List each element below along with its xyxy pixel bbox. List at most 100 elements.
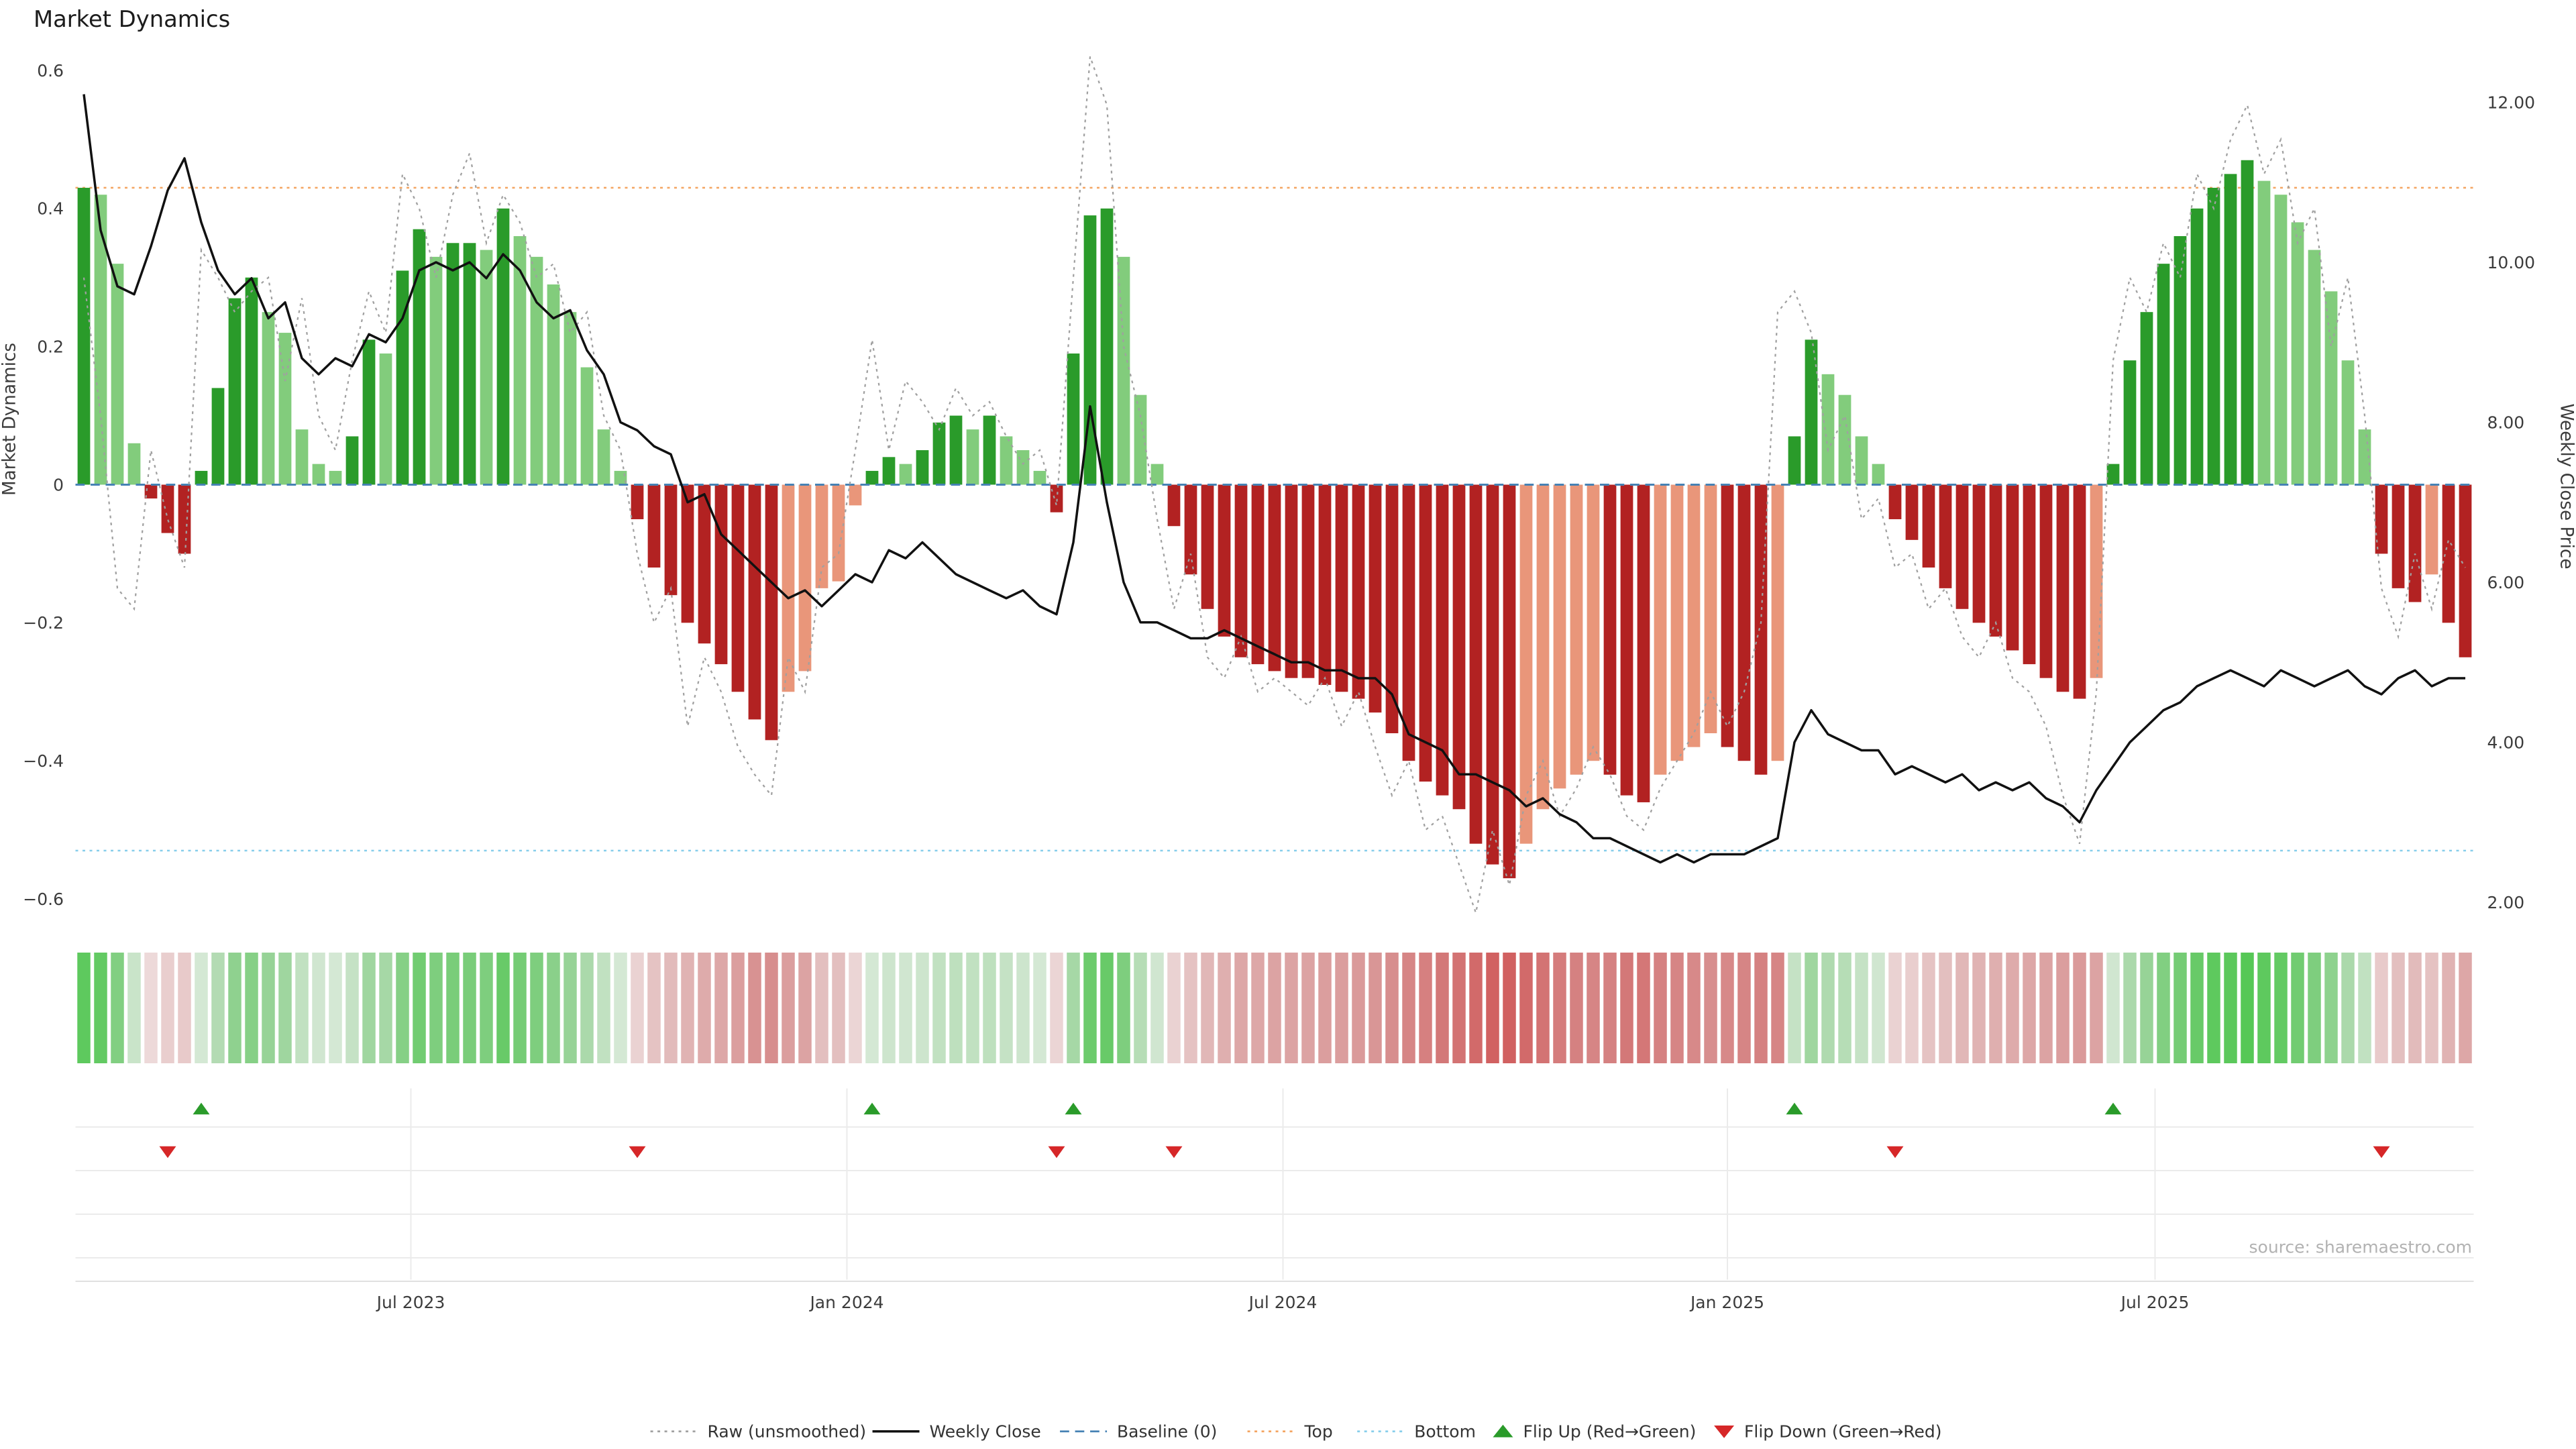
heatmap-cell — [2459, 953, 2472, 1063]
dynamics-bar — [748, 484, 761, 720]
heatmap-cell — [2140, 953, 2153, 1063]
dynamics-bar — [195, 470, 208, 485]
dynamics-bar — [1268, 484, 1281, 672]
dynamics-bar — [1184, 484, 1197, 575]
heatmap-cell — [429, 953, 443, 1063]
dynamics-bar — [1150, 464, 1164, 485]
dynamics-bar — [2442, 484, 2455, 623]
heatmap-cell — [2442, 953, 2455, 1063]
left-tick-label: 0 — [53, 475, 64, 494]
dynamics-bar — [1788, 436, 1801, 485]
dynamics-bar — [1033, 470, 1046, 485]
dynamics-bar — [2425, 484, 2438, 575]
heatmap-cell — [329, 953, 342, 1063]
dynamics-bar — [1201, 484, 1214, 609]
dynamics-bar — [731, 484, 745, 692]
dynamics-bar — [1637, 484, 1650, 802]
dynamics-bar — [362, 339, 376, 485]
right-axis-title: Weekly Close Price — [2557, 404, 2576, 570]
heatmap-cell — [278, 953, 292, 1063]
heatmap-cell — [530, 953, 543, 1063]
heatmap-cell — [1972, 953, 1986, 1063]
dynamics-bar — [413, 229, 426, 485]
dynamics-bar — [564, 312, 577, 485]
heatmap-cell — [1536, 953, 1550, 1063]
heatmap-cell — [647, 953, 661, 1063]
heatmap-cell — [966, 953, 979, 1063]
heatmap-cell — [1905, 953, 1919, 1063]
dynamics-bar — [1519, 484, 1533, 844]
heatmap-cell — [2425, 953, 2438, 1063]
heatmap-cell — [782, 953, 795, 1063]
dynamics-bar — [1000, 436, 1013, 485]
heatmap-cell — [77, 953, 91, 1063]
left-tick-label: 0.4 — [37, 199, 64, 219]
dynamics-bar — [1704, 484, 1717, 734]
heatmap-cell — [446, 953, 460, 1063]
dynamics-bar — [849, 484, 862, 506]
flip-down-marker — [159, 1146, 176, 1159]
heatmap-cell — [2224, 953, 2237, 1063]
heatmap-cell — [345, 953, 359, 1063]
flip-down-marker — [1165, 1146, 1183, 1159]
heatmap-cell — [1989, 953, 2002, 1063]
dynamics-bar — [2341, 360, 2355, 485]
heatmap-cell — [362, 953, 376, 1063]
left-tick-label: −0.2 — [23, 613, 64, 633]
dynamics-bar — [345, 436, 359, 485]
heatmap-cell — [2106, 953, 2120, 1063]
dynamics-bar — [1067, 353, 1080, 485]
heatmap-cell — [2056, 953, 2070, 1063]
dynamics-bar — [1117, 256, 1130, 485]
dynamics-bar — [1687, 484, 1701, 747]
x-tick-label: Jul 2024 — [1248, 1293, 1318, 1312]
heatmap-cell — [513, 953, 527, 1063]
legend-item-label: Top — [1304, 1422, 1333, 1442]
heatmap-cell — [1687, 953, 1701, 1063]
heatmap-cell — [1134, 953, 1147, 1063]
heatmap-cell — [1788, 953, 1801, 1063]
dynamics-bar — [2006, 484, 2019, 651]
legend-item-label: Raw (unsmoothed) — [708, 1422, 867, 1442]
flip-marker-panel — [75, 1088, 2474, 1282]
dynamics-bar — [1503, 484, 1516, 879]
heatmap-cell — [1754, 953, 1768, 1063]
heatmap-cell — [1704, 953, 1717, 1063]
dynamics-bar — [278, 333, 292, 485]
dynamics-bar — [664, 484, 678, 596]
dynamics-bar — [2291, 222, 2304, 485]
dynamics-bar — [1838, 394, 1851, 485]
dynamics-bar — [1050, 484, 1063, 513]
dynamics-bar — [2392, 484, 2405, 588]
heatmap-cell — [1352, 953, 1365, 1063]
dynamics-bar — [1436, 484, 1449, 796]
right-tick-label: 4.00 — [2487, 733, 2525, 752]
heatmap-cell — [597, 953, 610, 1063]
dynamics-bar — [1972, 484, 1986, 623]
dynamics-bar — [1821, 374, 1835, 485]
heatmap-cell — [2408, 953, 2422, 1063]
heatmap-cell — [664, 953, 678, 1063]
heatmap-cell — [127, 953, 141, 1063]
left-tick-label: −0.4 — [23, 751, 64, 771]
heatmap-cell — [1570, 953, 1583, 1063]
dynamics-bar — [127, 443, 141, 485]
flip-down-marker — [2373, 1146, 2390, 1159]
heatmap-cell — [681, 953, 694, 1063]
right-tick-label: 2.00 — [2487, 893, 2525, 912]
heatmap-cell — [1805, 953, 1818, 1063]
heatmap-cell — [1519, 953, 1533, 1063]
heatmap-cell — [2073, 953, 2086, 1063]
heatmap-cell — [480, 953, 493, 1063]
legend-item-label: Weekly Close — [930, 1422, 1041, 1442]
x-tick-label: Jul 2025 — [2120, 1293, 2190, 1312]
dynamics-bar — [2056, 484, 2070, 692]
heatmap-cell — [748, 953, 761, 1063]
dynamics-bar — [144, 484, 158, 499]
dynamics-bar — [1536, 484, 1550, 810]
dynamics-bar — [1570, 484, 1583, 775]
heatmap-cell — [849, 953, 862, 1063]
dynamics-bar — [832, 484, 845, 582]
dynamics-bar — [899, 464, 912, 485]
left-axis-title: Market Dynamics — [0, 343, 20, 496]
